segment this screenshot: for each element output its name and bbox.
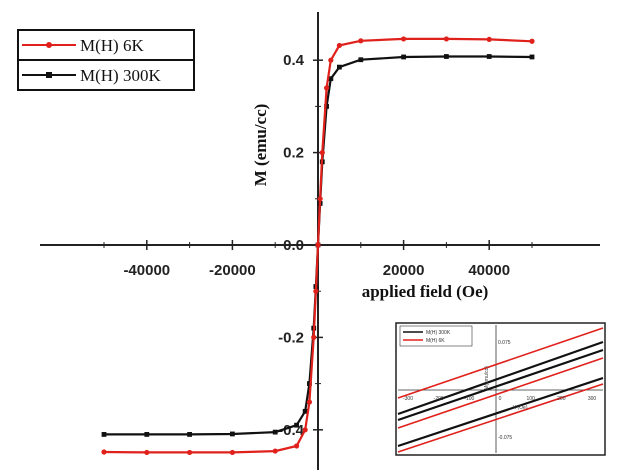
data-point-6k (101, 449, 107, 455)
data-point-6k (315, 242, 321, 248)
inset-x-tick-label: 300 (588, 396, 597, 402)
data-point-6k (313, 288, 319, 294)
data-point-300k (486, 54, 492, 59)
data-point-6k (317, 196, 323, 202)
data-point-6k (401, 36, 407, 42)
data-point-300k (294, 422, 299, 428)
inset-legend-label-300k: M(H) 300K (426, 330, 451, 336)
inset-y-tick-bottom: -0.075 (498, 435, 512, 441)
y-tick-label: 0.2 (283, 145, 304, 162)
data-point-6k (311, 334, 317, 340)
data-point-6k (187, 449, 193, 456)
legend: M(H) 6K M(H) 300K (17, 29, 195, 91)
data-point-6k (443, 36, 449, 42)
inset-x-tick-label: 0 (499, 396, 502, 402)
inset-300k-lower (397, 348, 604, 422)
x-tick-label: 40000 (468, 262, 510, 279)
inset-legend (399, 325, 473, 347)
legend-marker-300k (46, 72, 52, 78)
legend-box-6k (17, 29, 195, 61)
x-axis-label: applied field (Oe) (362, 282, 489, 301)
data-point-300k (529, 54, 535, 60)
inset-chart: M(H) 300K M(H) 6K 0.075 -0.075 M(emu/cc)… (395, 322, 606, 456)
x-tick-label: -20000 (209, 262, 256, 279)
inset-x-tick-label: -100 (464, 396, 474, 402)
data-point-6k (229, 449, 235, 456)
inset-y-tick-top: 0.075 (498, 340, 511, 346)
data-point-300k (101, 432, 107, 437)
data-point-6k (323, 85, 330, 91)
inset-6k-lower (397, 357, 604, 429)
data-point-300k (401, 54, 406, 60)
inset-y-label: M(emu/cc) (484, 366, 490, 390)
inset-6k-upper (397, 327, 604, 399)
inset-x-ticks: -300 -200 -100 0 100 200 300 (403, 396, 596, 402)
inset-300k-bottom (397, 376, 604, 448)
data-point-300k (230, 431, 235, 437)
data-point-6k (144, 449, 150, 456)
data-point-6k (328, 57, 334, 63)
x-tick-label: -40000 (123, 262, 170, 279)
x-ticks: -40000 -20000 20000 40000 (103, 240, 533, 279)
data-point-300k (324, 104, 329, 109)
data-point-6k (272, 448, 278, 454)
data-point-300k (187, 432, 192, 437)
inset-6k-bottom (397, 383, 604, 453)
data-point-300k (307, 381, 312, 386)
y-tick-label: 0.4 (283, 52, 305, 69)
data-point-6k (302, 427, 308, 433)
y-axis-label: M (emu/cc) (251, 104, 270, 187)
data-point-300k (302, 408, 308, 414)
inset-legend-label-6k: M(H) 6K (426, 338, 445, 344)
y-tick-label: -0.2 (278, 329, 304, 346)
legend-label-300k: M(H) 300K (80, 66, 161, 85)
data-point-6k (319, 150, 325, 156)
x-tick-label: 20000 (383, 262, 425, 279)
data-point-6k (336, 42, 342, 49)
legend-marker-6k (46, 42, 52, 48)
inset-x-tick-label: 200 (557, 396, 566, 402)
inset-x-tick-label: -200 (434, 396, 444, 402)
data-point-6k (486, 36, 492, 43)
inset-x-tick-label: 100 (526, 396, 535, 402)
inset-300k-upper (397, 340, 604, 416)
inset-x-label: H (Oe) (513, 405, 528, 411)
data-point-300k (272, 429, 278, 435)
series-layer (101, 36, 535, 456)
legend-label-6k: M(H) 6K (80, 36, 144, 55)
data-point-300k (444, 54, 449, 59)
data-point-6k (358, 38, 364, 44)
data-point-300k (337, 64, 342, 70)
data-point-6k (529, 38, 535, 44)
y-tick-label: 0.0 (283, 237, 304, 254)
inset-x-tick-label: -300 (403, 396, 413, 402)
data-point-300k (358, 57, 364, 63)
data-point-300k (328, 76, 334, 82)
data-point-6k (306, 399, 313, 405)
data-point-6k (294, 443, 300, 449)
data-point-300k (144, 432, 150, 437)
